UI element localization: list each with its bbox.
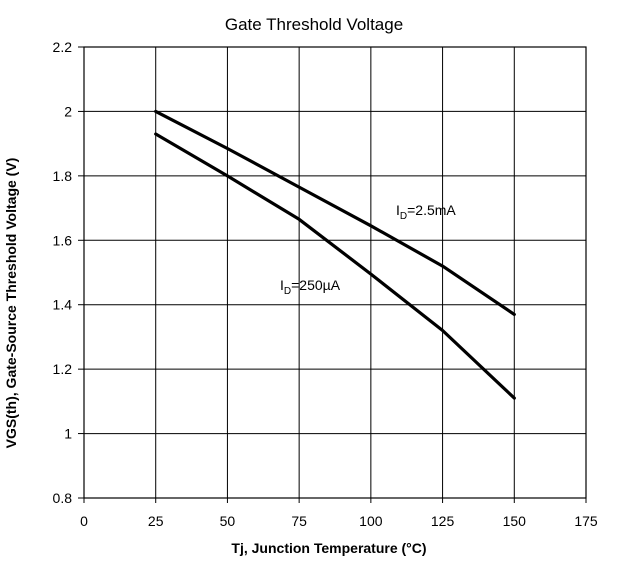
grid xyxy=(84,47,586,498)
series-label-value: =250µA xyxy=(291,277,341,293)
plot-frame xyxy=(83,46,587,499)
series-label: ID=2.5mA xyxy=(396,202,456,222)
series-line xyxy=(154,132,516,400)
x-tick-label: 125 xyxy=(431,513,455,529)
y-tick-label: 2 xyxy=(64,103,72,119)
y-tick-label: 1 xyxy=(64,426,72,442)
series-label-value: =2.5mA xyxy=(407,202,456,218)
y-tick-label: 1.4 xyxy=(53,297,73,313)
x-tick-label: 150 xyxy=(503,513,527,529)
y-tick-label: 1.2 xyxy=(53,361,73,377)
x-tick-label: 100 xyxy=(359,513,383,529)
x-tick-label: 0 xyxy=(80,513,88,529)
series-line xyxy=(154,109,516,316)
x-tick-label: 25 xyxy=(148,513,164,529)
y-tick-label: 1.8 xyxy=(53,168,73,184)
x-axis: 0 25 50 75 100 125 150 175 xyxy=(80,498,598,529)
series-label-subscript: D xyxy=(400,211,407,222)
y-axis-label: VGS(th), Gate-Source Threshold Voltage (… xyxy=(3,158,19,449)
x-tick-label: 50 xyxy=(220,513,236,529)
series-label: ID=250µA xyxy=(280,277,341,297)
y-tick-label: 0.8 xyxy=(53,490,73,506)
y-tick-label: 1.6 xyxy=(53,232,73,248)
chart-title: Gate Threshold Voltage xyxy=(225,15,403,34)
x-tick-label: 75 xyxy=(291,513,307,529)
x-tick-label: 175 xyxy=(574,513,598,529)
series-label-main: I xyxy=(396,202,400,218)
y-tick-label: 2.2 xyxy=(53,39,73,55)
series-layer xyxy=(154,109,516,400)
series-label-subscript: D xyxy=(284,286,291,297)
y-axis: 0.8 1 1.2 1.4 1.6 1.8 2 2.2 xyxy=(53,39,84,506)
x-axis-label: Tj, Junction Temperature (°C) xyxy=(231,540,426,556)
series-label-main: I xyxy=(280,277,284,293)
